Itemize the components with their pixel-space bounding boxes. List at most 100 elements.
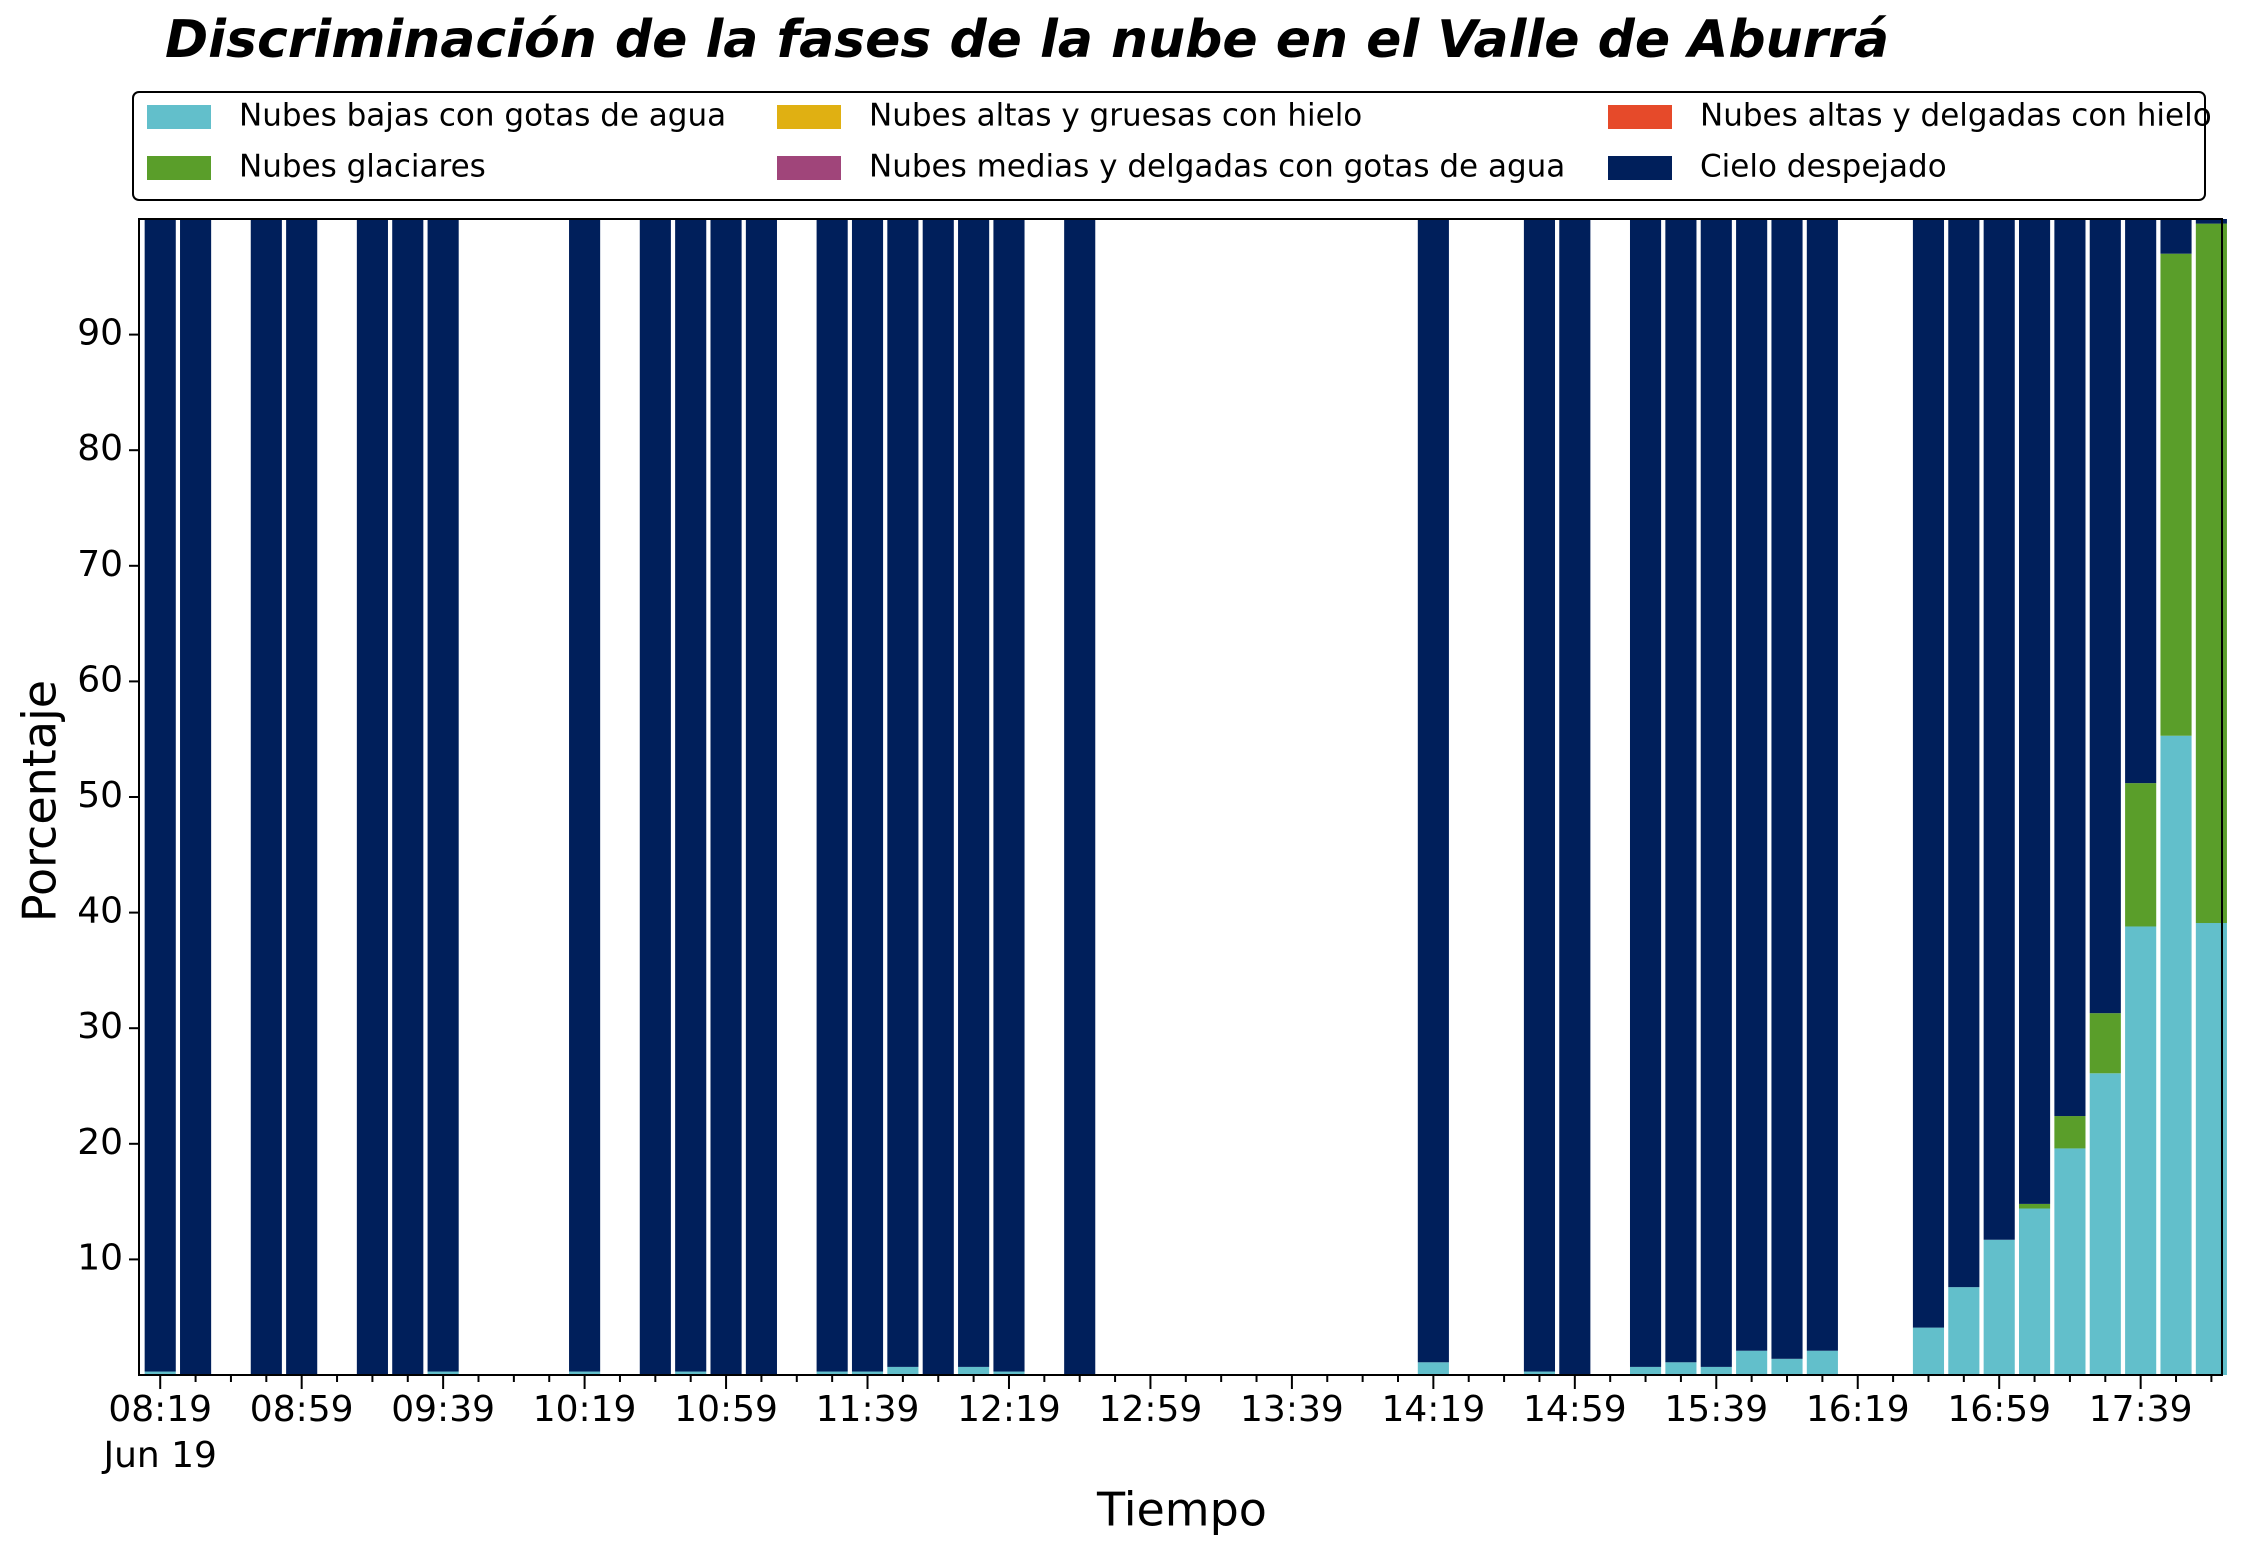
- bar-segment: [2125, 783, 2157, 927]
- bar-segment: [1948, 1287, 1980, 1375]
- bar-segment: [1417, 1362, 1449, 1375]
- x-tick-label: 08:59: [250, 1389, 354, 1430]
- y-tick-label: 20: [77, 1122, 123, 1163]
- bar-segment: [887, 1366, 919, 1375]
- x-tick-label: 16:59: [1947, 1389, 2051, 1430]
- bar-segment: [851, 1371, 884, 1375]
- bar-segment: [569, 1371, 601, 1375]
- bar-segment: [180, 219, 212, 1375]
- bar-segment: [1417, 219, 1449, 1363]
- y-axis-label: Porcentaje: [13, 680, 67, 922]
- y-tick-label: 80: [77, 428, 123, 469]
- bar-segment: [851, 219, 884, 1372]
- bar-segment: [1983, 219, 2015, 1240]
- bar-segment: [569, 219, 601, 1372]
- bar-segment: [286, 219, 318, 1375]
- bar-segment: [1912, 219, 1945, 1328]
- x-tick-label: 16:19: [1806, 1389, 1910, 1430]
- plot-frame: [138, 218, 2223, 1376]
- bar-segment: [356, 219, 388, 1375]
- bar-segment: [2019, 219, 2051, 1204]
- bar-segment: [1771, 1358, 1803, 1375]
- x-date-label: Jun 19: [101, 1435, 217, 1476]
- bar-segment: [1665, 219, 1697, 1363]
- bar-segment: [675, 1371, 707, 1375]
- bar-segment: [958, 1366, 990, 1375]
- bar-segment: [1806, 1350, 1838, 1375]
- bar-segment: [427, 1371, 459, 1375]
- bar-segment: [922, 219, 954, 1375]
- legend-label: Nubes altas y gruesas con hielo: [869, 98, 1362, 134]
- bar-segment: [675, 219, 707, 1372]
- bar-segment: [1983, 1239, 2015, 1375]
- y-tick-label: 30: [77, 1006, 123, 1047]
- bar-segment: [2160, 253, 2192, 736]
- bar-segment: [2195, 219, 2227, 224]
- bar-segment: [958, 219, 990, 1367]
- legend-swatch: [1608, 105, 1672, 129]
- y-tick-label: 90: [77, 313, 123, 354]
- y-tick-label: 10: [77, 1237, 123, 1278]
- x-tick-label: 10:19: [533, 1389, 637, 1430]
- bar-segment: [816, 219, 848, 1372]
- bar-segment: [1771, 219, 1803, 1359]
- bar-segment: [427, 219, 459, 1372]
- legend-label: Cielo despejado: [1700, 149, 1947, 185]
- legend-label: Nubes medias y delgadas con gotas de agu…: [869, 149, 1565, 185]
- bar-segment: [2160, 735, 2192, 1375]
- x-tick-label: 17:39: [2089, 1389, 2193, 1430]
- bar-segment: [392, 219, 424, 1375]
- bar-segment: [2054, 1116, 2086, 1149]
- bar-segment: [1700, 219, 1732, 1367]
- bar-segment: [1629, 219, 1662, 1367]
- x-axis-label: Tiempo: [1096, 1483, 1267, 1537]
- legend-swatch: [147, 156, 211, 180]
- bar-segment: [1523, 1371, 1556, 1375]
- x-tick-label: 12:59: [1099, 1389, 1203, 1430]
- bar-segment: [2125, 926, 2157, 1375]
- legend-swatch: [1608, 156, 1672, 180]
- x-tick-label: 15:39: [1664, 1389, 1768, 1430]
- bar-segment: [2160, 219, 2192, 254]
- x-tick-label: 14:59: [1523, 1389, 1627, 1430]
- legend-label: Nubes bajas con gotas de agua: [239, 98, 726, 134]
- bar-segment: [2019, 1203, 2051, 1209]
- bar-segment: [1806, 219, 1838, 1351]
- x-tick-label: 11:39: [816, 1389, 920, 1430]
- legend-label: Nubes altas y delgadas con hielo: [1700, 98, 2212, 134]
- x-tick-label: 13:39: [1240, 1389, 1344, 1430]
- bar-segment: [2054, 219, 2086, 1117]
- y-tick-label: 70: [77, 544, 123, 585]
- bar-segment: [2125, 219, 2157, 784]
- bar-segment: [2089, 1073, 2121, 1375]
- x-tick-label: 12:19: [957, 1389, 1061, 1430]
- bar-segment: [745, 219, 777, 1375]
- bar-segment: [993, 1371, 1025, 1375]
- bar-segment: [250, 219, 282, 1375]
- bar-segment: [993, 219, 1025, 1372]
- bar-segment: [1736, 1350, 1768, 1375]
- chart-title: Discriminación de la fases de la nube en…: [165, 10, 1889, 70]
- bar-segment: [1700, 1366, 1732, 1375]
- bar-segment: [1064, 219, 1096, 1375]
- bar-segment: [1948, 219, 1980, 1288]
- legend-swatch: [147, 105, 211, 129]
- y-tick-label: 60: [77, 659, 123, 700]
- legend-swatch: [777, 105, 841, 129]
- x-tick-label: 08:19: [108, 1389, 212, 1430]
- bar-segment: [144, 1371, 176, 1375]
- bar-segment: [2089, 219, 2121, 1014]
- bar-segment: [710, 219, 742, 1375]
- y-tick-label: 40: [77, 891, 123, 932]
- bar-segment: [1629, 1366, 1662, 1375]
- x-tick-label: 10:59: [674, 1389, 778, 1430]
- bar-segment: [2019, 1208, 2051, 1375]
- y-tick-label: 50: [77, 775, 123, 816]
- bar-segment: [1523, 219, 1556, 1372]
- legend-box: [132, 91, 2206, 201]
- bar-segment: [1559, 219, 1591, 1375]
- legend-label: Nubes glaciares: [239, 149, 486, 185]
- bar-segment: [144, 219, 176, 1372]
- x-tick-label: 14:19: [1381, 1389, 1485, 1430]
